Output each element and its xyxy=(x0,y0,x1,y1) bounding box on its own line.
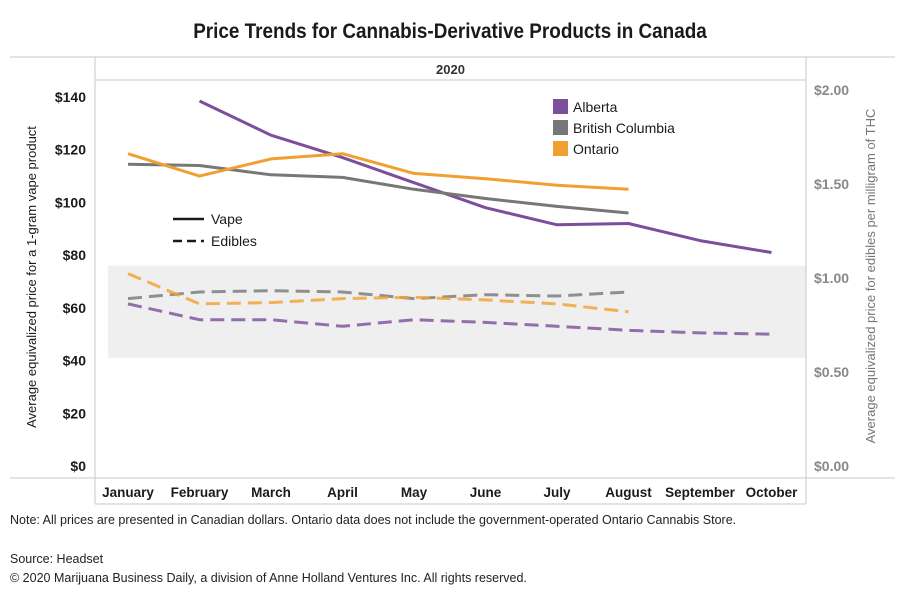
legend-label: Alberta xyxy=(573,99,618,115)
y-left-tick-label: $120 xyxy=(55,142,86,158)
x-category-label: March xyxy=(251,485,291,500)
legend-swatch xyxy=(553,141,568,156)
series-line-alberta-vape xyxy=(198,99,772,254)
series-line-alberta-edibles xyxy=(127,302,772,336)
legend-label: British Columbia xyxy=(573,120,675,136)
x-category-label: February xyxy=(171,485,229,500)
y-right-tick-label: $0.00 xyxy=(814,458,849,474)
x-category-label: January xyxy=(102,485,154,500)
legend-style-label: Vape xyxy=(211,211,243,227)
x-category-label: April xyxy=(327,485,358,500)
y-left-tick-label: $100 xyxy=(55,194,86,210)
x-category-label: October xyxy=(746,485,799,500)
legend-style-label: Edibles xyxy=(211,233,257,249)
x-category-label: August xyxy=(605,485,652,500)
y-right-tick-label: $0.50 xyxy=(814,364,849,380)
y-left-tick-label: $40 xyxy=(63,353,87,369)
x-category-label: June xyxy=(470,485,502,500)
year-label: 2020 xyxy=(436,62,465,77)
series-line-british-columbia-vape xyxy=(127,162,629,215)
series-line-ontario-vape xyxy=(127,152,629,191)
y-left-axis-title: Average equivalized price for a 1-gram v… xyxy=(24,126,39,428)
copyright-line: © 2020 Marijuana Business Daily, a divis… xyxy=(10,571,527,585)
y-left-tick-label: $20 xyxy=(63,405,87,421)
source-line: Source: Headset xyxy=(10,552,104,566)
series-line-ontario-edibles xyxy=(127,272,629,314)
legend-label: Ontario xyxy=(573,141,619,157)
shaded-band xyxy=(108,265,806,358)
y-left-tick-label: $140 xyxy=(55,89,86,105)
y-right-tick-label: $2.00 xyxy=(814,82,849,98)
legend-swatch xyxy=(553,120,568,135)
y-left-tick-label: $80 xyxy=(63,247,87,263)
legend-swatch xyxy=(553,99,568,114)
x-category-label: July xyxy=(543,485,571,500)
x-category-label: September xyxy=(665,485,736,500)
x-category-label: May xyxy=(401,485,428,500)
chart-title: Price Trends for Cannabis-Derivative Pro… xyxy=(193,20,707,43)
y-left-tick-label: $60 xyxy=(63,300,87,316)
y-right-tick-label: $1.50 xyxy=(814,176,849,192)
y-right-tick-label: $1.00 xyxy=(814,270,849,286)
y-right-axis-title: Average equivalized price for edibles pe… xyxy=(863,109,878,444)
footnote: Note: All prices are presented in Canadi… xyxy=(10,513,737,527)
y-left-tick-label: $0 xyxy=(70,458,86,474)
